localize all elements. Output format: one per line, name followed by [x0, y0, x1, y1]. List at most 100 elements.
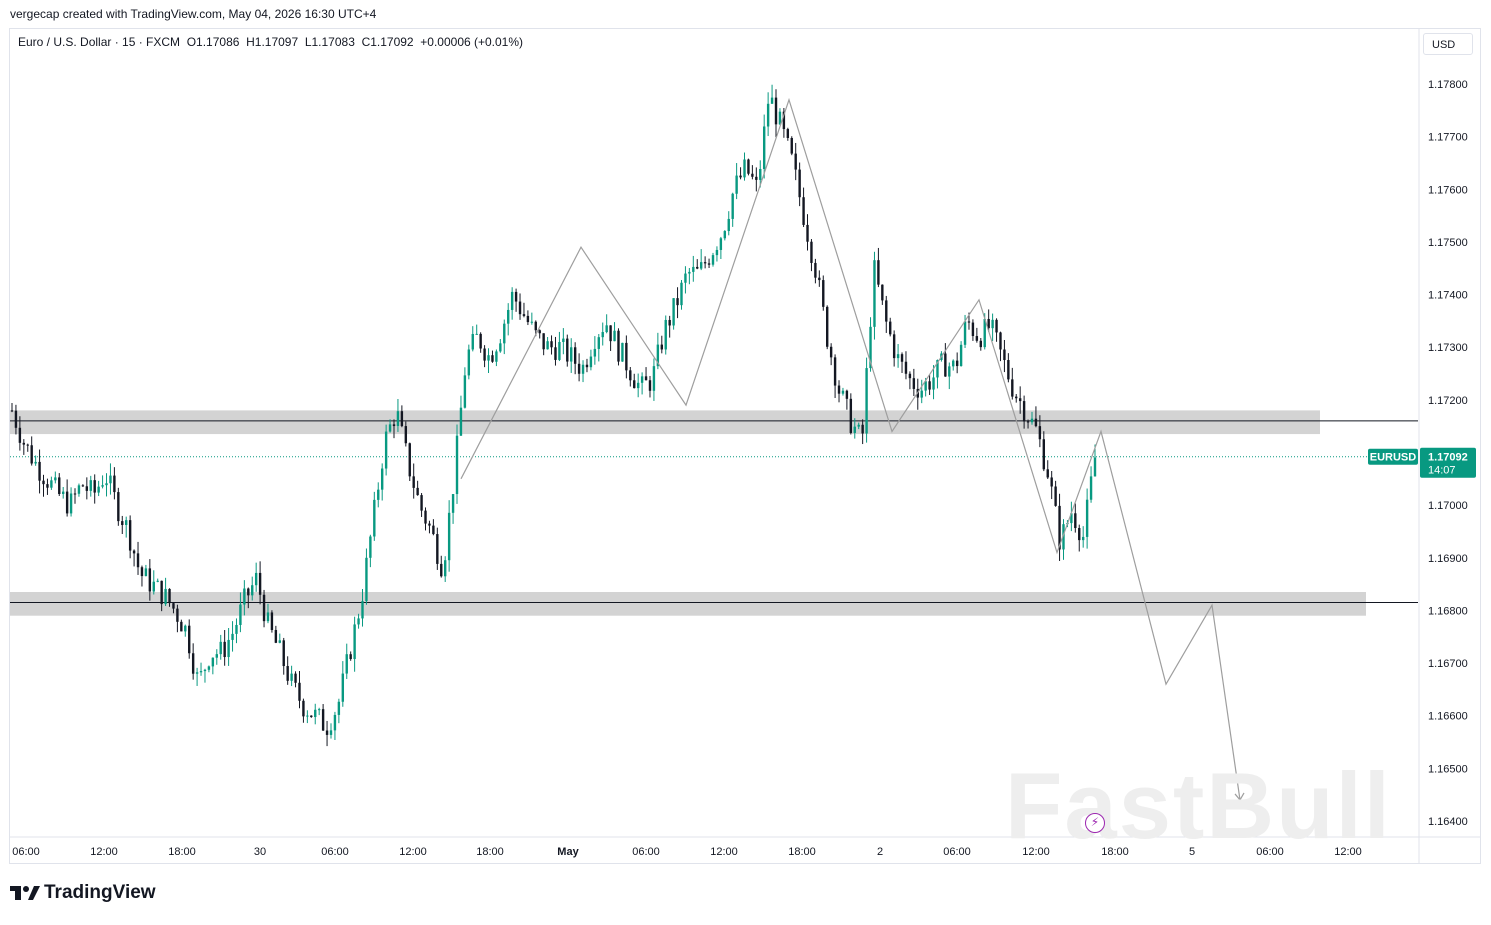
projection-zigzag[interactable]	[460, 97, 1241, 801]
candle-body	[345, 654, 348, 674]
candle-body	[1089, 476, 1093, 500]
candle-body	[979, 340, 982, 348]
candle-body	[601, 332, 604, 338]
candle-body	[14, 410, 18, 428]
ohlc-close: C1.17092	[361, 35, 414, 49]
candle-body	[1046, 469, 1049, 478]
candle-body	[1042, 439, 1046, 470]
time-tick-label: 18:00	[788, 846, 816, 858]
candle-body	[948, 366, 951, 377]
candle-body	[69, 493, 73, 514]
candle-body	[188, 625, 191, 654]
projection-arrowhead	[1234, 792, 1245, 801]
candle-body	[195, 672, 199, 674]
candle-body	[499, 343, 502, 352]
candle-body	[526, 315, 530, 323]
candle-body	[50, 480, 53, 488]
candle-body	[160, 580, 163, 605]
time-tick-label: 06:00	[1256, 846, 1284, 858]
last-price-tag	[1420, 447, 1476, 478]
candle-body	[1093, 457, 1097, 477]
candle-body	[774, 97, 778, 125]
time-tick-label: 18:00	[168, 846, 196, 858]
tradingview-footer[interactable]: TradingView	[10, 882, 156, 904]
candle-body	[487, 355, 490, 361]
candle-body	[849, 398, 853, 433]
candle-body	[109, 475, 112, 484]
candle-body	[42, 480, 45, 485]
ticker-tag	[1368, 448, 1418, 465]
candle-body	[495, 351, 498, 362]
candle-body	[723, 231, 727, 239]
candle-body	[440, 563, 443, 577]
sr-zone[interactable]	[10, 410, 1320, 435]
price-tick-label: 1.16900	[1428, 553, 1468, 565]
candle-body	[912, 378, 916, 389]
candle-body	[211, 657, 215, 667]
candle-body	[420, 495, 423, 511]
candle-body	[554, 347, 557, 360]
candle-body	[180, 621, 183, 632]
candle-body	[680, 282, 683, 306]
candle-body	[26, 444, 29, 446]
candle-body	[136, 553, 140, 568]
candle-body	[1058, 505, 1061, 550]
price-tick-label: 1.16500	[1428, 763, 1468, 775]
candle-body	[983, 318, 986, 348]
candle-body	[436, 534, 439, 564]
candle-body	[739, 175, 742, 178]
candle-body	[467, 349, 471, 376]
candle-body	[227, 639, 230, 658]
candle-body	[707, 263, 711, 265]
candle-body	[105, 483, 108, 486]
candle-body	[302, 700, 305, 717]
candle-body	[321, 709, 325, 731]
candle-body	[357, 618, 360, 625]
candle-body	[341, 673, 345, 702]
candle-body	[10, 410, 14, 412]
sr-zone[interactable]	[10, 592, 1366, 616]
candle-body	[881, 284, 884, 301]
candle-body	[597, 337, 600, 349]
candle-body	[447, 512, 451, 561]
candle-body	[747, 159, 750, 174]
candle-body	[412, 476, 415, 488]
candle-body	[589, 356, 593, 368]
lightning-bolt-icon[interactable]: ⚡	[1085, 813, 1105, 833]
candle-body	[660, 344, 663, 350]
candle-body	[959, 344, 963, 367]
candle-body	[451, 494, 455, 513]
candle-body	[369, 536, 372, 558]
candle-body	[822, 280, 825, 307]
candle-body	[751, 173, 754, 177]
candle-body	[274, 629, 278, 643]
candle-body	[932, 377, 935, 390]
candle-body	[952, 360, 955, 367]
candle-body	[199, 671, 203, 673]
candle-body	[396, 411, 400, 427]
candle-body	[152, 581, 155, 592]
candle-body	[806, 224, 809, 242]
price-tick-label: 1.16600	[1428, 711, 1468, 723]
currency-button[interactable]: USD	[1423, 33, 1473, 55]
symbol-name[interactable]: Euro / U.S. Dollar · 15 · FXCM	[18, 35, 181, 49]
time-tick-label: 18:00	[476, 846, 504, 858]
candle-body	[164, 588, 167, 605]
candle-body	[191, 653, 195, 674]
candle-body	[629, 370, 632, 381]
candle-body	[125, 520, 128, 525]
candle-body	[1038, 426, 1042, 440]
candle-body	[507, 309, 510, 324]
candle-body	[892, 334, 896, 359]
candle-body	[176, 608, 179, 622]
candle-body	[727, 218, 730, 232]
candle-body	[384, 431, 388, 469]
projection-path	[460, 97, 1245, 801]
candle-body	[243, 588, 246, 605]
candle-body	[538, 330, 541, 334]
candle-body	[337, 701, 341, 715]
candle-body	[585, 364, 589, 368]
candle-body	[156, 580, 159, 582]
candle-body	[955, 360, 959, 367]
